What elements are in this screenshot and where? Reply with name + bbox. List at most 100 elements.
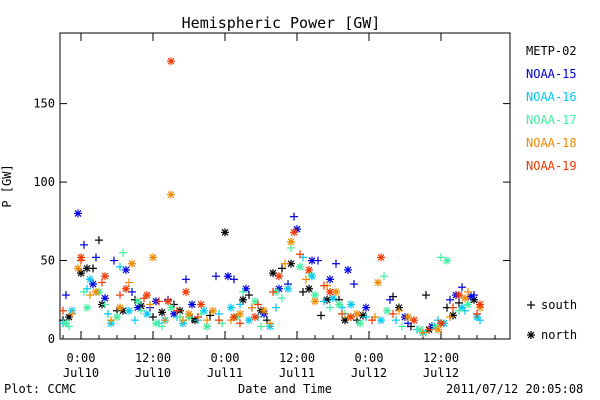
north-point <box>377 316 385 325</box>
north-point <box>143 291 151 300</box>
north-point <box>89 280 97 289</box>
north-point <box>83 303 91 312</box>
north-point <box>443 256 451 265</box>
north-point <box>287 237 295 246</box>
north-point <box>347 300 355 309</box>
plot-credit: Plot: CCMC <box>4 382 76 396</box>
north-point <box>311 291 319 300</box>
north-point <box>326 287 334 296</box>
south-point <box>278 264 286 273</box>
north-point <box>122 265 130 274</box>
north-point <box>434 325 442 334</box>
south-point <box>473 309 481 318</box>
south-point <box>350 280 358 289</box>
legend: METP-02 NOAA-15 NOAA-16 NOAA-17 NOAA-18 NOAA-… <box>526 44 577 173</box>
north-point <box>152 319 160 328</box>
south-point <box>527 301 535 309</box>
north-point <box>377 253 385 262</box>
x-tick-date-label: Jul10 <box>63 366 99 380</box>
south-point <box>422 291 430 300</box>
south-point <box>125 278 133 287</box>
x-tick-label: 12:00 <box>135 351 171 365</box>
marker-legend: south north <box>527 298 577 342</box>
north-point <box>251 313 259 322</box>
north-point <box>410 316 418 325</box>
south-point <box>215 316 223 325</box>
south-point <box>161 316 169 325</box>
south-point <box>446 295 454 304</box>
north-point <box>347 313 355 322</box>
south-point <box>101 300 109 309</box>
north-point <box>86 275 94 284</box>
north-point <box>62 319 70 328</box>
north-point <box>326 275 334 284</box>
south-point <box>107 316 115 325</box>
north-point <box>461 294 469 303</box>
south-point <box>203 316 211 325</box>
north-point <box>116 303 124 312</box>
y-axis: 0 50 100 150 <box>33 97 510 346</box>
north-point <box>203 322 211 331</box>
north-point <box>230 313 238 322</box>
south-point <box>449 303 457 312</box>
south-point <box>131 316 139 325</box>
south-point <box>389 309 397 318</box>
south-point <box>239 287 247 296</box>
north-point <box>404 313 412 322</box>
south-point <box>320 281 328 290</box>
north-point <box>182 287 190 296</box>
north-point <box>356 319 364 328</box>
south-point <box>236 319 244 328</box>
north-point <box>527 331 535 339</box>
south-point <box>80 240 88 249</box>
south-point <box>326 303 334 312</box>
south-point <box>236 300 244 309</box>
x-tick-date-label: Jul11 <box>279 366 315 380</box>
south-point <box>59 306 67 315</box>
north-point <box>167 303 175 312</box>
marker-legend-label: north <box>541 328 577 342</box>
south-point <box>173 306 181 315</box>
north-point <box>158 308 166 317</box>
south-point <box>110 256 118 265</box>
south-point <box>302 275 310 284</box>
north-point <box>188 300 196 309</box>
south-point <box>368 316 376 325</box>
north-point <box>329 294 337 303</box>
north-point <box>269 269 277 278</box>
south-point <box>95 236 103 245</box>
north-point <box>275 272 283 281</box>
north-point <box>74 264 82 273</box>
south-point <box>206 311 214 320</box>
north-point <box>374 278 382 287</box>
north-point <box>362 303 370 312</box>
south-point <box>254 300 262 309</box>
plot-timestamp: 2011/07/12 20:05:08 <box>446 382 583 396</box>
north-point <box>284 284 292 293</box>
south-point <box>290 212 298 221</box>
south-point <box>269 287 277 296</box>
x-tick-label: 0:00 <box>67 351 96 365</box>
south-point <box>104 309 112 318</box>
north-point <box>353 309 361 318</box>
south-point <box>98 278 106 287</box>
x-axis-label: Date and Time <box>238 382 332 396</box>
north-point <box>77 269 85 278</box>
plot-frame <box>59 32 511 340</box>
data-points <box>59 57 484 337</box>
north-point <box>224 272 232 281</box>
south-point <box>68 309 76 318</box>
marker-legend-label: south <box>541 298 577 312</box>
north-point <box>476 300 484 309</box>
south-point <box>194 313 202 322</box>
north-point <box>83 264 91 273</box>
south-point <box>146 300 154 309</box>
north-point <box>287 259 295 268</box>
south-point <box>116 262 124 271</box>
south-point <box>296 250 304 259</box>
chart-title: Hemispheric Power [GW] <box>182 14 381 32</box>
north-point <box>77 253 85 262</box>
south-point <box>86 291 94 300</box>
north-point <box>164 297 172 306</box>
legend-entry: NOAA-16 <box>526 90 577 104</box>
